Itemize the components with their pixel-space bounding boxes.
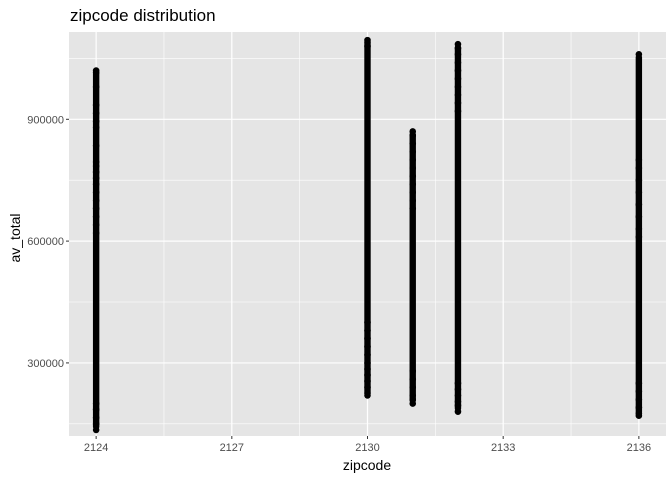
data-point <box>364 335 371 342</box>
data-point <box>454 44 462 52</box>
x-axis: 2124 2127 2130 2133 2136 <box>84 436 651 454</box>
chart-title: zipcode distribution <box>70 6 216 25</box>
data-point <box>92 406 100 413</box>
data-point <box>454 107 462 115</box>
data-point <box>92 420 100 428</box>
data-point <box>92 109 100 117</box>
data-point <box>409 156 417 164</box>
data-point <box>92 168 100 176</box>
data-point <box>635 233 643 241</box>
data-point <box>635 404 643 411</box>
point-column-2131 <box>409 131 416 404</box>
data-point <box>364 343 371 350</box>
data-points <box>92 36 643 434</box>
data-point <box>635 412 643 419</box>
data-point <box>364 351 371 359</box>
data-point <box>364 392 371 399</box>
data-point <box>92 69 100 76</box>
data-point <box>409 375 417 383</box>
data-point <box>635 225 643 233</box>
data-point <box>454 386 462 393</box>
data-point <box>409 400 417 407</box>
data-point <box>635 201 643 208</box>
data-point <box>92 213 100 221</box>
y-tick-label: 300000 <box>27 358 64 370</box>
data-point <box>364 383 371 391</box>
data-point <box>635 213 643 221</box>
data-point <box>409 189 417 196</box>
data-point <box>454 75 462 82</box>
data-point <box>364 327 371 334</box>
data-point <box>454 83 462 91</box>
data-point <box>92 414 100 422</box>
data-point <box>409 367 417 375</box>
data-point <box>454 408 462 415</box>
data-point <box>92 101 100 109</box>
x-tick-label: 2136 <box>627 442 651 454</box>
point-column-2130 <box>364 40 371 396</box>
data-point <box>92 221 100 229</box>
data-point <box>635 396 643 403</box>
data-point <box>409 180 417 188</box>
data-point <box>454 51 462 58</box>
data-point <box>92 205 100 212</box>
data-point <box>635 388 643 395</box>
data-point <box>92 400 100 407</box>
data-point <box>454 402 462 409</box>
data-point <box>409 172 417 180</box>
y-axis-title: av_total <box>7 213 23 262</box>
x-tick-label: 2127 <box>220 442 244 454</box>
data-point <box>92 142 100 149</box>
data-point <box>635 51 643 58</box>
y-tick-label: 900000 <box>27 114 64 126</box>
data-point <box>92 180 100 188</box>
data-point <box>409 383 417 391</box>
data-point <box>409 164 417 172</box>
x-axis-title: zipcode <box>343 457 391 473</box>
data-point <box>92 174 100 182</box>
data-point <box>409 197 417 204</box>
data-point <box>364 371 371 379</box>
data-point <box>454 67 462 74</box>
data-point <box>92 83 100 91</box>
data-point <box>409 132 417 139</box>
data-point <box>635 156 643 164</box>
data-point <box>364 365 371 373</box>
data-point <box>364 359 371 367</box>
data-point <box>635 379 643 387</box>
data-point <box>92 189 100 196</box>
data-point <box>454 59 462 66</box>
data-point <box>454 379 462 387</box>
data-point <box>409 148 417 156</box>
x-tick-label: 2130 <box>355 442 379 454</box>
y-axis: 300000 600000 900000 <box>27 114 69 370</box>
data-point <box>364 377 371 385</box>
data-point <box>92 118 100 125</box>
data-point <box>454 99 462 107</box>
point-column-2132 <box>454 44 462 412</box>
y-tick-label: 600000 <box>27 236 64 248</box>
x-tick-label: 2133 <box>491 442 515 454</box>
data-point <box>92 162 100 170</box>
data-point <box>454 91 462 99</box>
data-point <box>364 319 371 326</box>
data-point <box>364 42 371 50</box>
data-point <box>409 205 417 212</box>
data-point <box>92 197 100 204</box>
data-point <box>454 392 462 399</box>
data-point <box>635 176 643 184</box>
data-point <box>635 164 643 172</box>
data-point <box>92 426 100 434</box>
data-point <box>92 124 100 131</box>
data-point <box>409 140 417 147</box>
data-point <box>635 189 643 196</box>
data-point <box>92 229 100 237</box>
x-tick-label: 2124 <box>84 442 108 454</box>
